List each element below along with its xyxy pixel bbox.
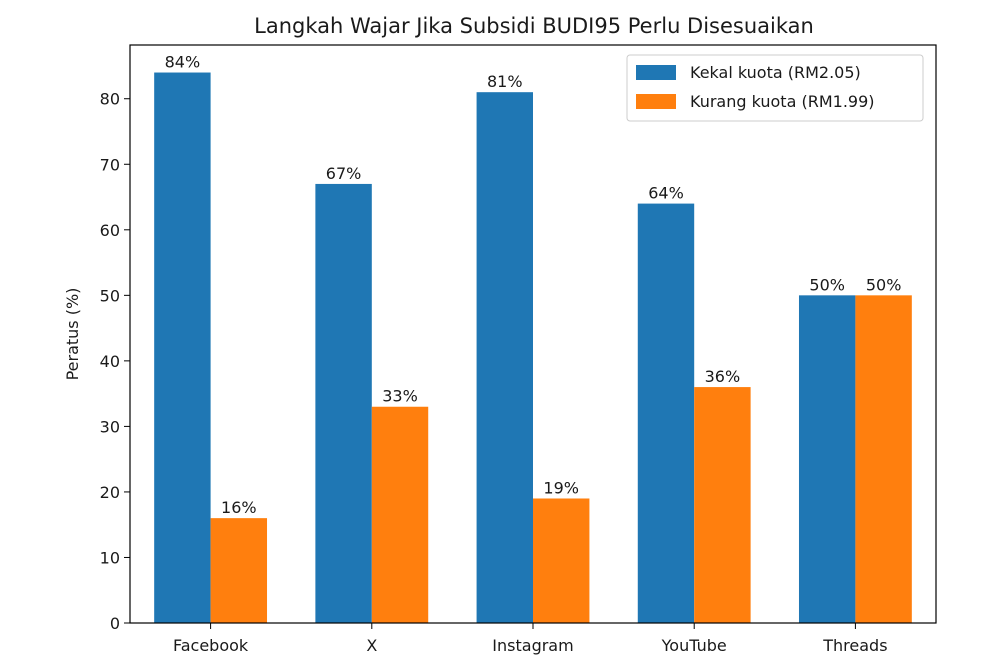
bar-kurang-facebook bbox=[210, 518, 268, 623]
x-tick-label: Instagram bbox=[492, 636, 573, 655]
data-label: 84% bbox=[165, 53, 201, 72]
data-label: 81% bbox=[487, 72, 523, 91]
y-tick-label: 10 bbox=[100, 548, 120, 567]
bar-kurang-youtube bbox=[694, 387, 751, 623]
data-label: 50% bbox=[866, 275, 902, 294]
data-label: 36% bbox=[705, 367, 741, 386]
y-tick-label: 20 bbox=[100, 483, 120, 502]
data-label: 19% bbox=[543, 478, 579, 497]
bar-kekal-youtube bbox=[637, 203, 695, 623]
y-axis-label: Peratus (%) bbox=[63, 288, 82, 381]
bar-kurang-threads bbox=[855, 295, 912, 623]
bars bbox=[154, 72, 912, 624]
data-label: 16% bbox=[221, 498, 257, 517]
x-tick-label: Threads bbox=[822, 636, 887, 655]
legend-label-kurang: Kurang kuota (RM1.99) bbox=[690, 92, 875, 111]
axes: Facebook X Instagram YouTube Threads 0 10 20 30 4… bbox=[100, 90, 888, 655]
chart-title: Langkah Wajar Jika Subsidi BUDI95 Perlu … bbox=[254, 14, 814, 38]
y-tick-label: 50 bbox=[100, 286, 120, 305]
y-tick-label: 80 bbox=[100, 90, 120, 109]
legend-box bbox=[626, 54, 924, 122]
y-tick-label: 60 bbox=[100, 221, 120, 240]
y-tick-label: 70 bbox=[100, 155, 120, 174]
bar-kekal-threads bbox=[798, 295, 856, 623]
legend-swatch-kurang bbox=[636, 94, 676, 109]
data-label: 50% bbox=[809, 275, 845, 294]
y-tick-label: 30 bbox=[100, 417, 120, 436]
data-label: 67% bbox=[326, 164, 362, 183]
x-tick-label: YouTube bbox=[661, 636, 727, 655]
y-tick-label: 0 bbox=[110, 614, 120, 633]
bar-kekal-instagram bbox=[476, 92, 533, 624]
x-tick-label: X bbox=[366, 636, 377, 655]
bar-kurang-instagram bbox=[533, 498, 590, 623]
bar-kekal-facebook bbox=[154, 72, 211, 624]
bar-kekal-x bbox=[315, 183, 372, 624]
bar-kurang-x bbox=[371, 406, 429, 623]
legend: Kekal kuota (RM2.05) Kurang kuota (RM1.9… bbox=[626, 54, 924, 122]
data-label: 33% bbox=[382, 387, 418, 406]
y-tick-label: 40 bbox=[100, 352, 120, 371]
legend-swatch-kekal bbox=[636, 65, 676, 80]
x-tick-label: Facebook bbox=[173, 636, 249, 655]
data-labels: 84% 16% 67% 33% 81% 19% 64% 36% 50% 50% bbox=[165, 53, 902, 518]
legend-label-kekal: Kekal kuota (RM2.05) bbox=[690, 63, 861, 82]
data-label: 64% bbox=[648, 184, 684, 203]
